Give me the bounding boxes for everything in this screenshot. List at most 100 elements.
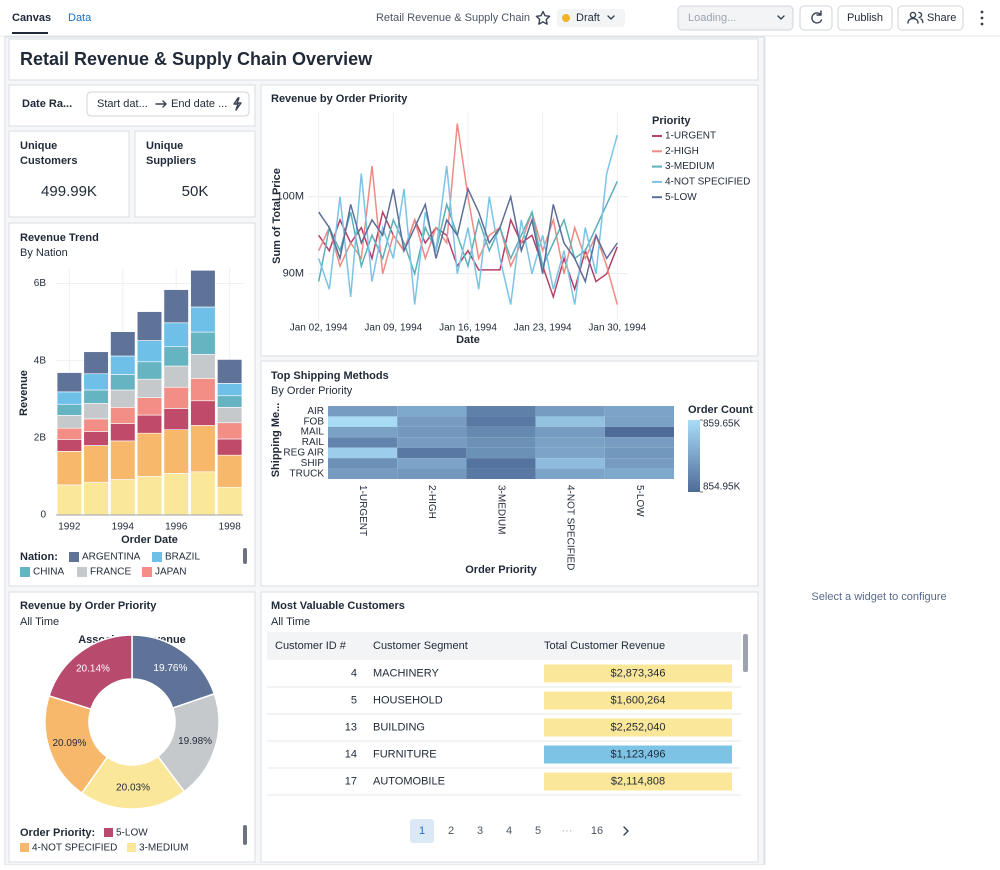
bar-segment [217, 454, 243, 488]
scrollbar[interactable] [243, 825, 247, 845]
color-tick-label: 854.95K [703, 482, 741, 493]
bar-segment [163, 346, 189, 367]
legend-label: 3-MEDIUM [665, 161, 714, 172]
legend-label: 5-LOW [665, 192, 697, 203]
bar-segment [217, 422, 243, 440]
chart-title: Top Shipping Methods [271, 370, 389, 382]
legend-title: Order Priority: [20, 827, 95, 839]
share-icon [909, 11, 917, 19]
bar-segment [163, 365, 189, 388]
tab[interactable]: Canvas [12, 12, 51, 24]
kpi-label: Unique [146, 140, 183, 152]
bar-segment [110, 479, 136, 516]
date-input[interactable] [86, 91, 250, 117]
cell: FURNITURE [373, 748, 437, 760]
bar-segment [136, 397, 163, 416]
kpi-card[interactable] [8, 130, 130, 218]
cell: AUTOMOBILE [373, 775, 445, 787]
legend-label: CHINA [33, 567, 64, 578]
y-tick-label: TRUCK [290, 468, 325, 479]
legend-swatch [20, 567, 30, 577]
share: Share [927, 12, 956, 24]
chart-subtitle: All Time [20, 616, 59, 628]
bar-segment [83, 403, 109, 420]
status-pill[interactable] [557, 9, 625, 27]
chart-subtitle: By Order Priority [271, 385, 353, 397]
legend-label: 3-MEDIUM [139, 843, 188, 854]
heat-cell [397, 447, 467, 459]
chart-card[interactable] [260, 84, 759, 357]
heat-cell [328, 447, 398, 459]
cell-highlight [544, 691, 732, 710]
kpi-label: Suppliers [146, 155, 196, 167]
page-button[interactable]: 1 [419, 825, 425, 837]
page-button[interactable]: 2 [448, 825, 454, 837]
kpi-card[interactable] [134, 130, 256, 218]
bar-segment [110, 440, 136, 480]
bar-segment [56, 451, 82, 486]
data-label: 20.03% [116, 783, 150, 794]
bar-segment [136, 340, 163, 363]
legend-title: Priority [652, 115, 691, 127]
bar-segment [83, 481, 109, 516]
y-tick-label: 0 [40, 510, 46, 521]
data-label: 19.76% [153, 663, 187, 674]
cell: 5 [351, 694, 357, 706]
heat-cell [397, 406, 467, 417]
y-tick-label: SHIP [301, 458, 325, 469]
cell: HOUSEHOLD [373, 694, 443, 706]
bar-segment [110, 355, 136, 375]
kpi-label: Unique [20, 140, 57, 152]
dashboard-name[interactable]: Retail Revenue & Supply Chain [376, 12, 530, 24]
publish-button[interactable] [837, 5, 893, 31]
page-button[interactable]: 5 [535, 825, 541, 837]
tab[interactable]: Data [68, 12, 92, 24]
scrollbar[interactable] [243, 548, 247, 564]
x-tick-label: Jan 16, 1994 [439, 323, 497, 334]
heat-cell [604, 447, 674, 459]
x-tick-label: 4-NOT SPECIFIED [565, 485, 576, 570]
heat-cell [604, 458, 674, 469]
bar-segment [190, 306, 216, 333]
warehouse-select[interactable] [677, 5, 794, 31]
menu-dot[interactable] [980, 22, 984, 26]
heat-cell [397, 458, 467, 469]
bar-segment [83, 445, 109, 483]
heat-cell [535, 426, 605, 438]
menu-dot[interactable] [980, 10, 984, 14]
legend-label: 5-LOW [116, 828, 148, 839]
x-tick-label: 2-HIGH [426, 485, 437, 519]
legend-label: 4-NOT SPECIFIED [32, 843, 117, 854]
legend-label: ARGENTINA [82, 552, 141, 563]
favorite-star[interactable] [535, 10, 551, 25]
heat-cell [328, 458, 398, 469]
cell: $2,114,808 [611, 775, 665, 787]
bar-segment [163, 289, 189, 324]
title-card[interactable] [8, 38, 759, 81]
page-button[interactable]: 4 [506, 825, 512, 837]
chevron [777, 15, 785, 20]
heat-cell [397, 437, 467, 448]
column-header: Total Customer Revenue [544, 640, 665, 652]
x-tick-label: 1-URGENT [357, 485, 368, 536]
warehouse: Loading... [688, 12, 736, 24]
x-tick-label: 1996 [165, 522, 188, 533]
scrollbar[interactable] [743, 634, 748, 672]
chart-title: Revenue by Order Priority [20, 600, 157, 612]
x-tick-label: 3-MEDIUM [495, 485, 506, 534]
heat-cell [535, 406, 605, 417]
heat-cell [328, 406, 398, 417]
page-button[interactable]: 16 [591, 825, 603, 837]
menu-dot[interactable] [980, 16, 984, 20]
next-page[interactable] [623, 826, 629, 836]
bar-segment [83, 373, 109, 391]
refresh-button[interactable] [799, 5, 833, 31]
heat-cell [466, 426, 536, 438]
page-button[interactable]: 3 [477, 825, 483, 837]
bar-segment [56, 427, 82, 440]
bar-segment [136, 311, 163, 341]
bar-segment [136, 378, 163, 398]
heat-cell [466, 458, 536, 469]
bar-segment [217, 407, 243, 424]
heat-cell [328, 468, 398, 479]
